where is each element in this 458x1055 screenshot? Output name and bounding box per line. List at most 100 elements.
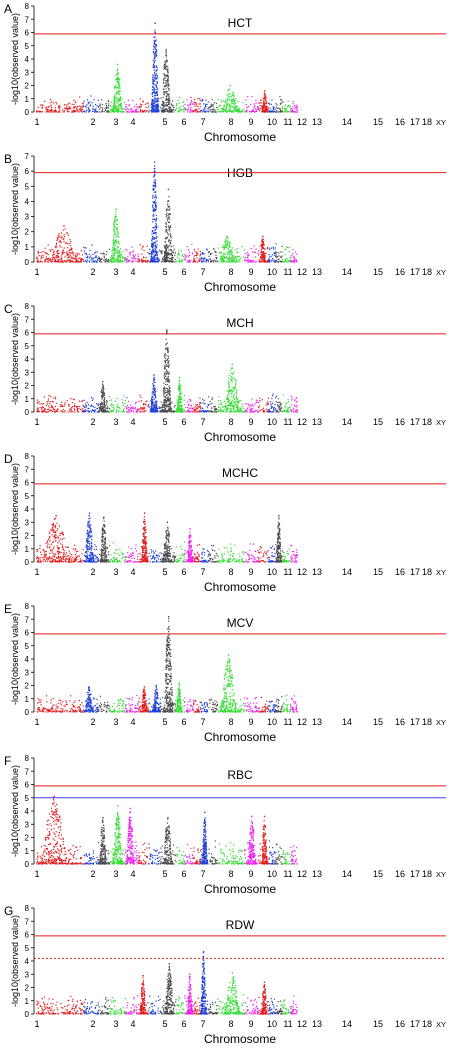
chromosome-6-points [139,98,150,112]
point [102,387,103,388]
point [152,392,153,393]
point [206,104,207,105]
point [126,407,127,408]
point [212,397,213,398]
point [146,261,147,262]
point [152,244,153,245]
point [100,408,101,409]
point [199,255,200,256]
point [213,104,214,105]
point [108,107,109,108]
point [146,110,147,111]
point [37,411,38,412]
point [234,411,235,412]
point [263,259,264,260]
point [82,408,83,409]
chromosome-16-points [259,90,270,112]
point [156,91,157,92]
point [154,172,155,173]
point [264,255,265,256]
point [181,408,182,409]
point [143,111,144,112]
point [228,394,229,395]
point [114,110,115,111]
point [72,252,73,253]
point [111,405,112,406]
point [237,405,238,406]
point [197,411,198,412]
point [241,400,242,401]
point [234,261,235,262]
point [228,257,229,258]
point [262,248,263,249]
point [73,104,74,105]
point [170,107,171,108]
chromosome-Y-points [291,101,299,113]
point [126,106,127,107]
point [174,111,175,112]
x-tick-label: 1 [34,117,39,127]
point [116,228,117,229]
point [38,251,39,252]
point [73,253,74,254]
point [93,398,94,399]
point [273,259,274,260]
point [227,242,228,243]
point [289,247,290,248]
point [231,411,232,412]
point [153,92,154,93]
point [234,377,235,378]
point [184,107,185,108]
point [80,409,81,410]
point [231,393,232,394]
point [209,401,210,402]
point [286,111,287,112]
point [230,404,231,405]
point [155,85,156,86]
point [218,261,219,262]
point [228,383,229,384]
point [140,244,141,245]
point [104,111,105,112]
point [76,109,77,110]
point [172,257,173,258]
point [180,394,181,395]
point [215,255,216,256]
point [281,99,282,100]
point [164,360,165,361]
x-tick-label: 11 [283,267,292,277]
point [248,255,249,256]
point [222,256,223,257]
y-tick-label: 0 [25,258,30,267]
point [156,228,157,229]
point [155,382,156,383]
point [167,93,168,94]
point [146,401,147,402]
point [261,102,262,103]
point [188,255,189,256]
point [62,405,63,406]
point [85,260,86,261]
point [236,392,237,393]
point [233,372,234,373]
point [234,100,235,101]
point [180,106,181,107]
point [225,403,226,404]
point [153,232,154,233]
point [208,405,209,406]
point [174,249,175,250]
point [140,111,141,112]
point [93,106,94,107]
point [166,56,167,57]
point [225,411,226,412]
point [229,386,230,387]
point [154,37,155,38]
point [171,237,172,238]
point [162,110,163,111]
point [190,107,191,108]
point [222,108,223,109]
point [258,251,259,252]
point [115,401,116,402]
point [176,408,177,409]
